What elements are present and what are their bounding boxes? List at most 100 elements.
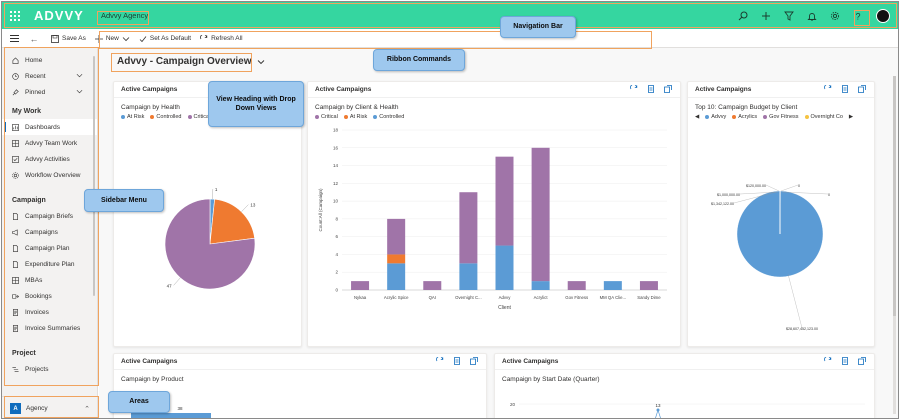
bar-segment[interactable] <box>495 245 514 290</box>
sidebar-item-team-work[interactable]: Advvy Team Work <box>2 135 97 151</box>
legend-entry[interactable]: Advvy <box>705 114 726 120</box>
sidebar-item-workflow-overview[interactable]: Workflow Overview <box>2 167 97 183</box>
expand-chart-icon[interactable] <box>664 85 672 93</box>
app-launcher-icon[interactable] <box>2 2 28 29</box>
user-avatar[interactable] <box>876 8 890 23</box>
grid-icon <box>12 276 19 284</box>
view-selector[interactable]: Advvy - Campaign Overview <box>114 55 268 68</box>
pie-chart-budget[interactable]: $28,607,452,123.00 $1,342,122.00 $1,000,00… <box>688 122 875 347</box>
area-switcher[interactable]: A Agency ⌃ <box>2 396 98 418</box>
sidebar-scrollbar[interactable] <box>93 56 95 296</box>
settings-gear-icon[interactable] <box>830 11 840 21</box>
legend-entry[interactable]: Acrylics <box>732 114 757 120</box>
refresh-icon[interactable] <box>436 357 444 365</box>
set-as-default-button[interactable]: Set As Default <box>139 35 191 43</box>
sidebar-item-invoices[interactable]: Invoices <box>2 304 97 320</box>
legend-prev-icon[interactable]: ◀ <box>695 114 700 120</box>
sidebar-item-dashboards[interactable]: Dashboards <box>2 119 97 135</box>
checklist-icon <box>12 155 19 163</box>
sidebar-item-recent[interactable]: Recent <box>2 68 97 84</box>
bar-segment[interactable] <box>387 254 406 264</box>
bar-segment[interactable] <box>495 156 514 246</box>
bar[interactable] <box>131 413 211 419</box>
bar-segment[interactable] <box>639 281 658 290</box>
sidebar-item-bookings[interactable]: Bookings <box>2 288 97 304</box>
refresh-icon[interactable] <box>824 357 832 365</box>
legend-entry[interactable]: Controlled <box>150 114 182 120</box>
bar-segment[interactable] <box>603 281 622 290</box>
legend-entry[interactable]: At Risk <box>121 114 144 120</box>
checkmark-icon <box>139 35 147 42</box>
bar-segment[interactable] <box>531 281 550 290</box>
bar-chart-product[interactable]: 38 <box>114 394 487 419</box>
refresh-icon[interactable] <box>824 85 832 93</box>
sidebar-group-title: My Work <box>12 108 42 115</box>
legend-entry[interactable]: At Risk <box>343 114 367 120</box>
bar-segment[interactable] <box>567 281 586 290</box>
view-records-icon[interactable] <box>453 357 461 365</box>
sidebar-item-expenditure-plan[interactable]: Expenditure Plan <box>2 256 97 272</box>
expand-chart-icon[interactable] <box>858 357 866 365</box>
save-as-button[interactable]: Save As <box>51 34 86 43</box>
data-label-leader[interactable] <box>781 191 829 195</box>
sidebar-item-activities[interactable]: Advvy Activities <box>2 151 97 167</box>
refresh-all-button[interactable]: Refresh All <box>200 34 243 43</box>
chart-card-client: Active Campaigns Campaign by Client & He… <box>307 81 681 347</box>
data-label-leader[interactable] <box>733 191 777 204</box>
new-button[interactable]: New <box>94 34 130 43</box>
sidebar-item-invoice-summaries[interactable]: Invoice Summaries <box>2 320 97 336</box>
line-chart-quarter[interactable]: 20 18 13 <box>495 394 875 419</box>
back-arrow-icon[interactable]: ← <box>29 33 39 44</box>
bar-segment[interactable] <box>423 281 442 290</box>
legend-entry[interactable]: Critical <box>315 114 338 120</box>
pie-slice[interactable] <box>164 198 256 290</box>
sidebar-item-campaign-briefs[interactable]: Campaign Briefs <box>2 208 97 224</box>
data-label-leader[interactable] <box>241 204 249 212</box>
help-question-icon[interactable]: ? <box>853 11 863 21</box>
bar-segment[interactable] <box>459 192 478 264</box>
sidebar-item-projects[interactable]: Projects <box>2 361 97 377</box>
pie-slice[interactable] <box>209 198 255 245</box>
add-icon[interactable] <box>761 11 771 21</box>
bar-segment[interactable] <box>459 263 478 290</box>
view-records-icon[interactable] <box>647 85 655 93</box>
pie-chart-health[interactable]: 1 13 47 <box>114 118 302 347</box>
sidebar-item-pinned[interactable]: Pinned <box>2 84 97 100</box>
chevron-down-icon[interactable] <box>76 72 83 79</box>
data-label-leader[interactable] <box>173 277 181 286</box>
data-point[interactable] <box>656 408 660 412</box>
expand-chart-icon[interactable] <box>470 357 478 365</box>
data-label-leader[interactable] <box>739 191 779 195</box>
refresh-icon[interactable] <box>630 85 638 93</box>
sidebar-item-mbas[interactable]: MBAs <box>2 272 97 288</box>
expand-chart-icon[interactable] <box>858 85 866 93</box>
bar-chart-client[interactable]: 0 2 4 6 8 10 12 14 16 18 Count:All (Campaign) Clien… <box>308 122 681 347</box>
bar-segment[interactable] <box>387 263 406 290</box>
x-tick-label: Sandy Dime <box>637 295 661 300</box>
sidebar-item-campaign-plan[interactable]: Campaign Plan <box>2 240 97 256</box>
legend-next-icon[interactable]: ▶ <box>848 114 854 120</box>
legend-entry[interactable]: Controlled <box>373 114 404 120</box>
data-label-leader[interactable] <box>765 184 780 192</box>
search-icon[interactable] <box>738 11 748 21</box>
x-tick-label: Advvy <box>499 295 512 300</box>
view-records-icon[interactable] <box>841 85 849 93</box>
filter-icon[interactable] <box>784 11 794 21</box>
data-label-leader[interactable] <box>787 273 803 329</box>
sidebar-item-campaigns[interactable]: Campaigns <box>2 224 97 240</box>
view-records-icon[interactable] <box>841 357 849 365</box>
legend-entry[interactable]: Overnight Co <box>804 114 843 120</box>
hamburger-menu-icon[interactable] <box>2 35 26 42</box>
legend-entry[interactable]: Gov Fitness <box>763 114 799 120</box>
bar-segment[interactable] <box>531 147 550 282</box>
sidebar-item-home[interactable]: Home <box>2 52 97 68</box>
chevron-down-icon[interactable] <box>76 88 83 95</box>
data-label-leader[interactable] <box>212 189 214 200</box>
main-scrollbar[interactable] <box>893 76 896 414</box>
data-label-leader[interactable] <box>780 184 799 192</box>
bar-segment[interactable] <box>351 281 370 290</box>
environment-name[interactable]: Advvy Agency <box>101 11 149 20</box>
legend-entry[interactable]: Critical <box>187 114 210 120</box>
bar-segment[interactable] <box>387 218 406 255</box>
notification-bell-icon[interactable] <box>807 11 817 21</box>
